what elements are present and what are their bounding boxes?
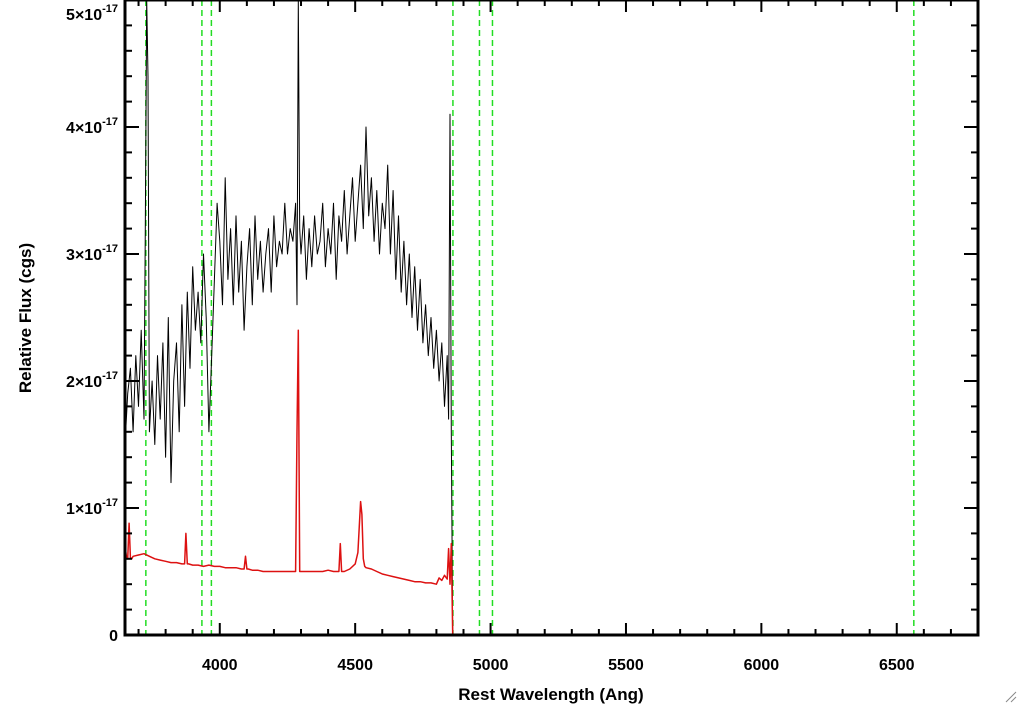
x-tick-label: 5500	[608, 657, 644, 674]
series-spectrum	[124, 0, 978, 636]
y-tick-label: 0	[109, 628, 118, 645]
x-axis-title: Rest Wavelength (Ang)	[458, 685, 643, 704]
emission-line-markers	[145, 0, 915, 635]
axis-ticks	[125, 0, 979, 636]
y-tick-label: 2×10-17	[66, 370, 118, 391]
y-tick-label: 4×10-17	[66, 116, 118, 137]
x-tick-labels: 4000 4500 5000 5500 6000 6500	[202, 657, 915, 674]
y-tick-label: 1×10-17	[66, 497, 118, 518]
y-tick-label: 3×10-17	[66, 243, 118, 264]
x-tick-label: 6000	[744, 657, 780, 674]
series-error	[124, 329, 978, 636]
y-axis-title: Relative Flux (cgs)	[16, 243, 35, 393]
plot-frame	[123, 0, 980, 637]
y-tick-labels: 0 1×10-17 2×10-17 3×10-17 4×10-17 5×10-17	[66, 3, 118, 645]
resize-grip-icon[interactable]	[1003, 689, 1017, 703]
y-tick-label: 5×10-17	[66, 3, 118, 24]
x-tick-label: 4000	[202, 657, 238, 674]
x-tick-label: 6500	[879, 657, 915, 674]
x-tick-label: 5000	[473, 657, 509, 674]
spectrum-series	[124, 0, 978, 636]
x-tick-label: 4500	[337, 657, 373, 674]
